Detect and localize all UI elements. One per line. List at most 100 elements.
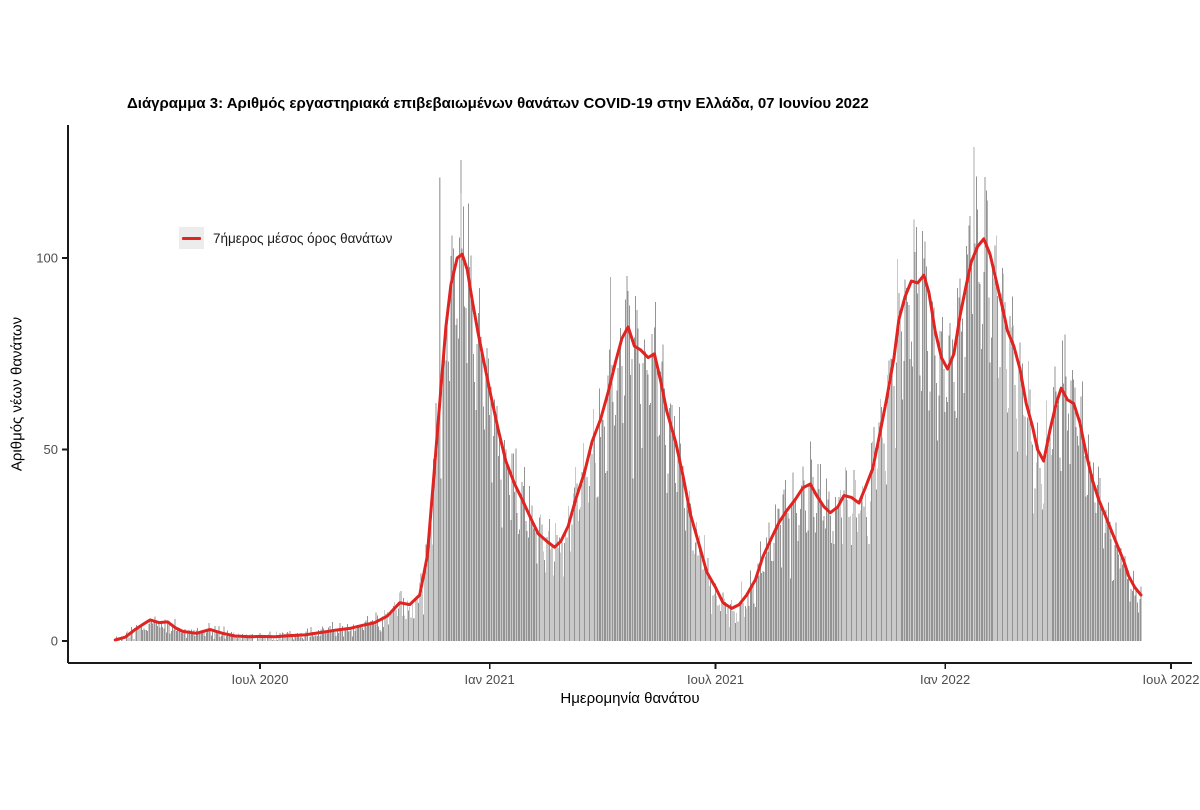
bar (455, 324, 457, 641)
bar (666, 493, 668, 641)
bar (349, 631, 351, 641)
bar (611, 364, 613, 641)
bar (733, 611, 735, 641)
bar (838, 497, 840, 641)
bar (712, 595, 714, 641)
bar-spike (973, 146, 975, 641)
bar (270, 636, 272, 641)
bar (1019, 342, 1021, 641)
bar (499, 429, 501, 641)
bar (902, 399, 904, 641)
bar (953, 381, 955, 641)
bar (346, 624, 348, 641)
bar (873, 427, 875, 641)
bar (185, 638, 187, 641)
bar (315, 635, 317, 641)
bar (142, 629, 144, 641)
bar (1098, 466, 1100, 641)
bar (922, 230, 924, 641)
bar (178, 629, 180, 641)
bar (149, 619, 151, 641)
bar (504, 440, 506, 641)
bar (923, 258, 925, 641)
bar (325, 631, 327, 641)
bar (1129, 601, 1131, 641)
bar (746, 608, 748, 641)
bar (240, 639, 242, 641)
bar (892, 375, 894, 641)
bar (356, 625, 358, 641)
bar (470, 255, 472, 641)
bar (832, 530, 834, 641)
bar (585, 471, 587, 641)
bar (379, 629, 381, 641)
bar (404, 615, 406, 641)
bar (324, 632, 326, 641)
bar (584, 474, 585, 641)
bar (908, 304, 910, 641)
bar (979, 284, 981, 641)
bar (819, 464, 821, 641)
bar (1023, 415, 1025, 641)
bar (607, 375, 609, 641)
bar (888, 360, 890, 641)
bar (1044, 460, 1046, 641)
bar (215, 630, 217, 641)
bar (828, 491, 830, 641)
bar (262, 636, 263, 641)
bar (313, 636, 315, 641)
bar (1136, 602, 1138, 641)
bar (361, 627, 363, 641)
bar (395, 610, 397, 641)
bar (225, 635, 227, 641)
bar (932, 301, 934, 641)
bar (1012, 296, 1013, 641)
bar (137, 627, 139, 641)
bar (507, 469, 509, 641)
bar (526, 530, 528, 641)
bar (920, 390, 922, 641)
bar (737, 621, 739, 641)
bar (590, 443, 592, 641)
bar (1119, 568, 1121, 641)
bar (350, 629, 352, 641)
bar (189, 633, 191, 641)
bar (1029, 389, 1031, 641)
bar (801, 485, 803, 641)
bar (495, 417, 497, 641)
bar (723, 598, 725, 641)
bar (827, 499, 829, 641)
bar (351, 636, 353, 641)
bar (388, 624, 389, 641)
bar (381, 616, 383, 641)
bar (1109, 522, 1111, 641)
bar (628, 305, 630, 641)
bar (391, 608, 393, 641)
bar (339, 623, 341, 641)
bar (364, 622, 366, 641)
bar (128, 637, 130, 641)
bar (575, 467, 577, 641)
bar-spike (460, 192, 462, 641)
bar (877, 468, 879, 641)
bar (571, 524, 573, 641)
bar (635, 295, 637, 641)
bar (1052, 448, 1053, 641)
bar (985, 190, 987, 641)
bar (1103, 548, 1105, 641)
bar (740, 605, 741, 641)
bar (454, 264, 456, 641)
bar (494, 399, 496, 641)
bar (164, 619, 166, 641)
bar (847, 500, 849, 641)
bar (540, 514, 542, 641)
bar (698, 535, 700, 641)
bar (955, 418, 957, 641)
bar (667, 473, 669, 641)
bar (1111, 580, 1113, 641)
bar (449, 380, 451, 641)
bar (491, 482, 493, 641)
bar (794, 501, 796, 641)
bar (199, 631, 201, 641)
bar (982, 323, 984, 641)
